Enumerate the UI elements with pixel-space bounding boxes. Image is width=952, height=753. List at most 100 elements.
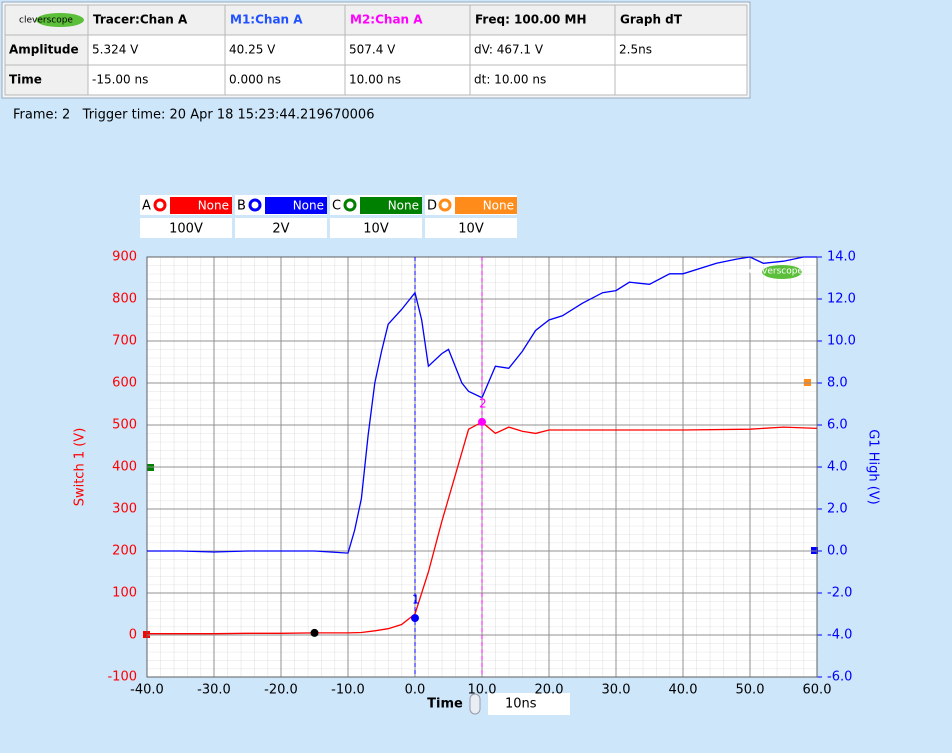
logo-blob bbox=[762, 265, 802, 279]
y2-tick-label: 14.0 bbox=[827, 250, 856, 265]
series-line bbox=[147, 256, 817, 554]
x-tick-label: 30.0 bbox=[602, 683, 631, 698]
plot-logo: cleverscope bbox=[749, 265, 803, 279]
table-value: -15.00 ns bbox=[92, 73, 148, 87]
table-value: Amplitude bbox=[9, 43, 79, 57]
table-header: Graph dT bbox=[620, 13, 683, 27]
x-tick-label: 60.0 bbox=[803, 683, 832, 698]
time-spinner[interactable] bbox=[469, 693, 481, 715]
cursor-label: 2 bbox=[479, 396, 487, 410]
table-cell bbox=[4, 34, 89, 66]
channel-letter: C bbox=[332, 199, 341, 214]
y2-tick-label: 4.0 bbox=[827, 460, 848, 475]
table-cell bbox=[614, 34, 748, 66]
table-header: M2:Chan A bbox=[350, 13, 423, 27]
channel-icon bbox=[248, 198, 262, 212]
table-cell bbox=[614, 64, 748, 96]
channel-scale-box bbox=[330, 218, 422, 238]
x-tick-label: -20.0 bbox=[264, 683, 298, 698]
table-value: dV: 467.1 V bbox=[474, 43, 544, 57]
y-tick-label: 200 bbox=[112, 544, 137, 559]
channel-coupling: None bbox=[198, 199, 229, 213]
spinner[interactable] bbox=[469, 693, 481, 715]
x-tick-label: 10.0 bbox=[468, 683, 497, 698]
y-tick-label: 0 bbox=[129, 628, 137, 643]
channel-icon bbox=[343, 198, 357, 212]
table-cell bbox=[87, 4, 226, 36]
x-tick-label: 50.0 bbox=[736, 683, 765, 698]
y-tick-label: 400 bbox=[112, 460, 137, 475]
y2-tick-label: 6.0 bbox=[827, 418, 848, 433]
channel-icon bbox=[153, 198, 167, 212]
table-header: Freq: 100.00 MH bbox=[475, 13, 587, 27]
y-tick-label: 900 bbox=[112, 250, 137, 265]
y-tick-label: 700 bbox=[112, 334, 137, 349]
table-cell bbox=[87, 34, 226, 66]
table-cell bbox=[469, 64, 616, 96]
table-logo: cleverscope bbox=[19, 16, 73, 26]
table-value: 5.324 V bbox=[92, 43, 139, 57]
channel-scale: 2V bbox=[272, 222, 289, 237]
y-tick-label: 300 bbox=[112, 502, 137, 517]
x-tick-label: -10.0 bbox=[331, 683, 365, 698]
x-tick-label: -30.0 bbox=[197, 683, 231, 698]
table-cell bbox=[87, 64, 226, 96]
cursor-point bbox=[411, 614, 419, 623]
x-tick-label: 40.0 bbox=[669, 683, 698, 698]
channel-coupling-box bbox=[170, 197, 232, 214]
y2-tick-label: -4.0 bbox=[827, 628, 852, 643]
table-cell bbox=[344, 34, 471, 66]
tracer-point bbox=[310, 628, 319, 637]
channel-letter: A bbox=[142, 199, 151, 214]
channel-scale-box bbox=[425, 218, 517, 238]
channel-icon bbox=[438, 198, 452, 212]
channel-letter: D bbox=[427, 199, 437, 214]
x-tick-label: -40.0 bbox=[130, 683, 164, 698]
table-cell bbox=[4, 64, 89, 96]
table-value: Time bbox=[9, 73, 42, 87]
time-scale: 10ns bbox=[505, 697, 537, 712]
logo-blob bbox=[36, 13, 84, 27]
y-tick-label: -100 bbox=[107, 670, 137, 685]
y-tick-label: 100 bbox=[112, 586, 137, 601]
x-axis-label: Time bbox=[427, 697, 463, 712]
y2-tick-label: 8.0 bbox=[827, 376, 848, 391]
time-scale-box[interactable] bbox=[488, 693, 570, 715]
y2-tick-label: 12.0 bbox=[827, 292, 856, 307]
table-cell bbox=[224, 4, 346, 36]
table-cell bbox=[344, 64, 471, 96]
table-value: 0.000 ns bbox=[229, 73, 281, 87]
logo-text: cleverscope bbox=[749, 267, 803, 277]
channel-scale: 10V bbox=[458, 222, 484, 237]
channel-scale-box bbox=[140, 218, 232, 238]
cursor-point bbox=[478, 417, 486, 426]
x-tick-label: 20.0 bbox=[535, 683, 564, 698]
frame-info: Frame: 2 Trigger time: 20 Apr 18 15:23:4… bbox=[13, 108, 374, 123]
table-value: 10.00 ns bbox=[349, 73, 401, 87]
x-tick-label: 0.0 bbox=[405, 683, 426, 698]
y-tick-label: 500 bbox=[112, 418, 137, 433]
y2-tick-label: 0.0 bbox=[827, 544, 848, 559]
table-value: dt: 10.00 ns bbox=[474, 73, 546, 87]
table-header: Tracer:Chan A bbox=[93, 13, 188, 27]
y2-tick-label: -6.0 bbox=[827, 670, 852, 685]
channel-coupling-box bbox=[455, 197, 517, 214]
y2-tick-label: 10.0 bbox=[827, 334, 856, 349]
channel-coupling: None bbox=[388, 199, 419, 213]
series-line bbox=[147, 421, 818, 635]
channel-scale-box bbox=[235, 218, 327, 238]
cursor-label: 1 bbox=[412, 593, 420, 607]
channel-letter: B bbox=[237, 199, 246, 214]
channel-scale: 10V bbox=[363, 222, 389, 237]
y-tick-label: 600 bbox=[112, 376, 137, 391]
table-value: 2.5ns bbox=[619, 43, 652, 57]
channel-coupling: None bbox=[293, 199, 324, 213]
channel-scale: 100V bbox=[169, 222, 203, 237]
y-axis-label: Switch 1 (V) bbox=[73, 428, 88, 507]
table-header: M1:Chan A bbox=[230, 13, 303, 27]
table-cell bbox=[469, 34, 616, 66]
channel-coupling-box bbox=[265, 197, 327, 214]
table-value: 40.25 V bbox=[229, 43, 276, 57]
y2-tick-label: 2.0 bbox=[827, 502, 848, 517]
